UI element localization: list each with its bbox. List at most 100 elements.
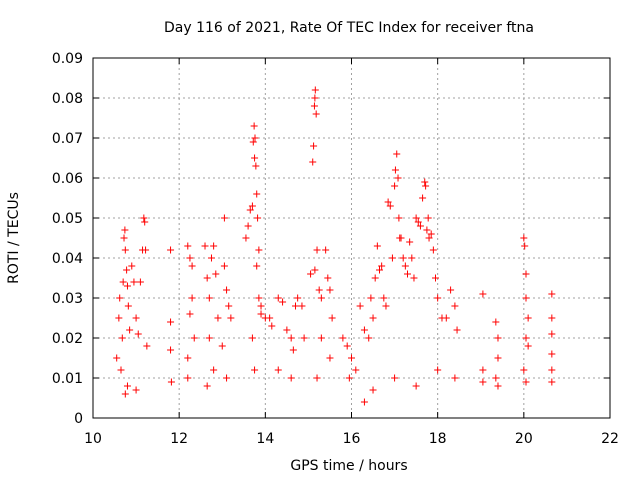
data-point	[339, 334, 347, 342]
data-point	[414, 218, 422, 226]
data-point	[121, 226, 129, 234]
data-point	[212, 270, 220, 278]
data-point	[190, 334, 198, 342]
data-point	[421, 178, 429, 186]
data-point	[279, 298, 287, 306]
data-point	[451, 302, 459, 310]
data-point	[524, 314, 532, 322]
data-point	[310, 102, 318, 110]
data-point	[384, 198, 392, 206]
y-tick-label: 0.03	[52, 291, 83, 307]
data-point	[356, 302, 364, 310]
data-point	[447, 286, 455, 294]
data-point	[123, 282, 131, 290]
data-point	[205, 294, 213, 302]
data-point	[352, 366, 360, 374]
data-point	[251, 154, 259, 162]
data-point	[291, 302, 299, 310]
x-tick-label: 14	[256, 431, 274, 447]
data-point	[360, 326, 368, 334]
y-tick-label: 0.07	[52, 131, 83, 147]
data-point	[126, 326, 134, 334]
data-point	[522, 334, 530, 342]
data-point	[255, 246, 263, 254]
data-point	[397, 234, 405, 242]
data-point	[186, 254, 194, 262]
x-tick-label: 12	[170, 431, 188, 447]
data-point	[412, 382, 420, 390]
data-point	[309, 158, 317, 166]
data-point	[479, 290, 487, 298]
data-point	[283, 326, 291, 334]
data-point	[251, 366, 259, 374]
data-point	[382, 302, 390, 310]
data-point	[326, 286, 334, 294]
data-point	[184, 374, 192, 382]
data-point	[391, 374, 399, 382]
data-point	[253, 190, 261, 198]
data-point	[479, 378, 487, 386]
x-tick-label: 10	[84, 431, 102, 447]
data-point	[548, 314, 556, 322]
data-point	[494, 334, 502, 342]
data-point	[113, 354, 121, 362]
data-point	[524, 342, 532, 350]
data-point	[378, 262, 386, 270]
data-point	[128, 262, 136, 270]
y-tick-label: 0.02	[52, 331, 83, 347]
y-tick-label: 0.01	[52, 371, 83, 387]
data-point	[419, 194, 427, 202]
data-point	[360, 398, 368, 406]
y-tick-label: 0.08	[52, 91, 83, 107]
data-point	[300, 334, 308, 342]
data-point	[141, 218, 149, 226]
data-point	[492, 318, 500, 326]
data-point	[494, 354, 502, 362]
x-tick-label: 18	[429, 431, 447, 447]
data-point	[376, 266, 384, 274]
data-point	[408, 254, 416, 262]
data-point	[289, 346, 297, 354]
data-point	[520, 234, 528, 242]
data-point	[220, 214, 228, 222]
data-point	[416, 222, 424, 230]
data-point	[315, 286, 323, 294]
tick-layer: 0 0.01 0.02 0.03 0.04 0.05 0.06 0.07 0.08 0.09 10 1…	[52, 51, 619, 447]
data-point	[220, 262, 228, 270]
x-tick-label: 16	[343, 431, 361, 447]
data-point	[380, 294, 388, 302]
points-layer	[113, 86, 556, 406]
data-point	[453, 326, 461, 334]
data-point	[268, 322, 276, 330]
data-point	[427, 230, 435, 238]
data-point	[207, 254, 215, 262]
data-point	[223, 374, 231, 382]
data-point	[548, 330, 556, 338]
data-point	[143, 342, 151, 350]
data-point	[425, 234, 433, 242]
data-point	[422, 182, 430, 190]
data-point	[522, 270, 530, 278]
data-point	[225, 302, 233, 310]
data-point	[401, 262, 409, 270]
data-point	[186, 310, 194, 318]
data-point	[307, 270, 315, 278]
data-point	[521, 242, 529, 250]
data-point	[248, 202, 256, 210]
data-point	[399, 254, 407, 262]
data-point	[492, 374, 500, 382]
data-point	[184, 242, 192, 250]
y-tick-label: 0	[74, 411, 83, 427]
data-point	[548, 366, 556, 374]
data-point	[118, 334, 126, 342]
data-point	[311, 86, 319, 94]
data-point	[365, 334, 373, 342]
data-point	[136, 278, 144, 286]
data-point	[522, 294, 530, 302]
data-point	[248, 334, 256, 342]
data-point	[313, 374, 321, 382]
data-point	[313, 246, 321, 254]
data-point	[395, 214, 403, 222]
